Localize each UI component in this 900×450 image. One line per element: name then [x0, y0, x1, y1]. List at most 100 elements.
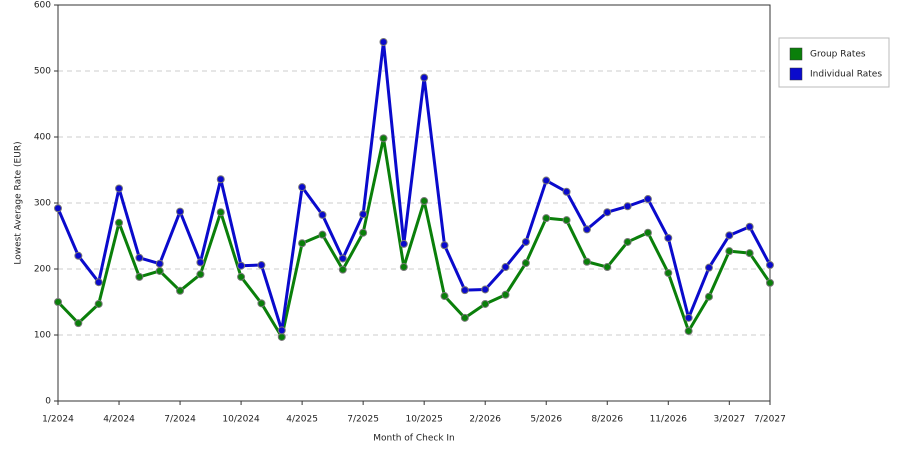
data-point	[420, 197, 429, 206]
data-point	[745, 222, 754, 231]
data-point	[562, 216, 571, 225]
data-point	[257, 261, 266, 270]
data-point	[94, 278, 103, 287]
x-tick-label: 2/2026	[469, 415, 501, 425]
data-point	[521, 237, 530, 246]
data-point	[176, 286, 185, 295]
x-tick-label: 5/2026	[530, 415, 562, 425]
data-point	[338, 254, 347, 263]
x-tick-label: 10/2024	[222, 415, 260, 425]
data-point	[74, 319, 83, 328]
y-tick-label: 600	[34, 1, 51, 11]
data-point	[562, 187, 571, 196]
data-point	[603, 208, 612, 217]
data-point	[216, 208, 225, 217]
data-point	[542, 214, 551, 223]
x-axis-title: Month of Check In	[373, 434, 455, 444]
legend-label: Individual Rates	[810, 70, 882, 80]
data-point	[766, 278, 774, 287]
x-tick-label: 11/2026	[650, 415, 688, 425]
plot-frame	[57, 4, 771, 402]
data-point	[298, 239, 307, 248]
legend-swatch	[789, 47, 803, 61]
data-point	[115, 184, 124, 193]
x-tick-label: 7/2025	[347, 415, 379, 425]
data-point	[664, 268, 673, 277]
data-point	[460, 286, 469, 295]
data-point	[623, 202, 632, 211]
data-point	[664, 233, 673, 242]
data-point	[379, 37, 388, 46]
y-tick-label: 0	[45, 397, 51, 407]
series-line	[56, 40, 772, 332]
x-tick-label: 7/2024	[164, 415, 196, 425]
data-point	[196, 270, 205, 279]
data-point	[603, 263, 612, 272]
data-point	[359, 228, 368, 237]
data-point	[338, 265, 347, 274]
x-tick-label: 1/2024	[42, 415, 74, 425]
data-point	[766, 261, 774, 270]
data-point	[481, 299, 490, 308]
data-point	[582, 257, 591, 266]
data-point	[704, 263, 713, 272]
data-point	[155, 259, 164, 268]
data-point	[643, 195, 652, 204]
data-point	[257, 299, 266, 308]
data-point	[54, 298, 62, 306]
y-tick-label: 300	[34, 199, 51, 209]
data-point	[521, 259, 530, 268]
legend-label: Group Rates	[810, 50, 866, 60]
data-point	[725, 231, 734, 240]
data-point	[643, 228, 652, 237]
x-tick-label: 7/2027	[754, 415, 786, 425]
data-point	[623, 237, 632, 246]
data-point	[94, 299, 103, 308]
series-line	[56, 136, 772, 339]
legend-swatch	[789, 67, 803, 81]
data-point	[704, 292, 713, 301]
data-point	[359, 210, 368, 219]
data-point	[745, 249, 754, 258]
data-point	[277, 332, 286, 341]
data-point	[216, 175, 225, 184]
x-tick-label: 10/2025	[405, 415, 442, 425]
x-tick-label: 4/2024	[103, 415, 135, 425]
data-point	[379, 134, 388, 143]
data-point	[298, 183, 307, 192]
data-point	[725, 247, 734, 256]
x-tick-label: 3/2027	[713, 415, 745, 425]
data-point	[277, 326, 286, 335]
y-tick-label: 400	[34, 133, 51, 143]
y-tick-label: 500	[34, 67, 51, 77]
data-point	[74, 251, 83, 260]
data-point	[684, 327, 693, 336]
data-point	[196, 258, 205, 267]
data-point	[135, 272, 144, 281]
data-point	[440, 241, 449, 250]
data-point	[54, 204, 62, 213]
data-point	[481, 285, 490, 294]
data-point	[115, 218, 124, 227]
data-point	[237, 272, 246, 281]
data-point	[460, 313, 469, 322]
y-axis-title: Lowest Average Rate (EUR)	[14, 141, 24, 264]
x-tick-label: 4/2025	[286, 415, 318, 425]
data-point	[501, 290, 510, 299]
data-point	[135, 253, 144, 262]
data-point	[176, 207, 185, 216]
data-point	[440, 292, 449, 301]
data-point	[582, 225, 591, 234]
y-tick-label: 200	[34, 265, 51, 275]
data-point	[237, 261, 246, 270]
data-point	[318, 230, 327, 239]
data-point	[420, 73, 429, 82]
x-tick-label: 8/2026	[591, 415, 623, 425]
data-point	[501, 263, 510, 272]
data-point	[399, 263, 408, 272]
y-tick-label: 100	[34, 331, 51, 341]
data-point	[155, 266, 164, 275]
data-point	[684, 313, 693, 322]
data-point	[542, 176, 551, 185]
